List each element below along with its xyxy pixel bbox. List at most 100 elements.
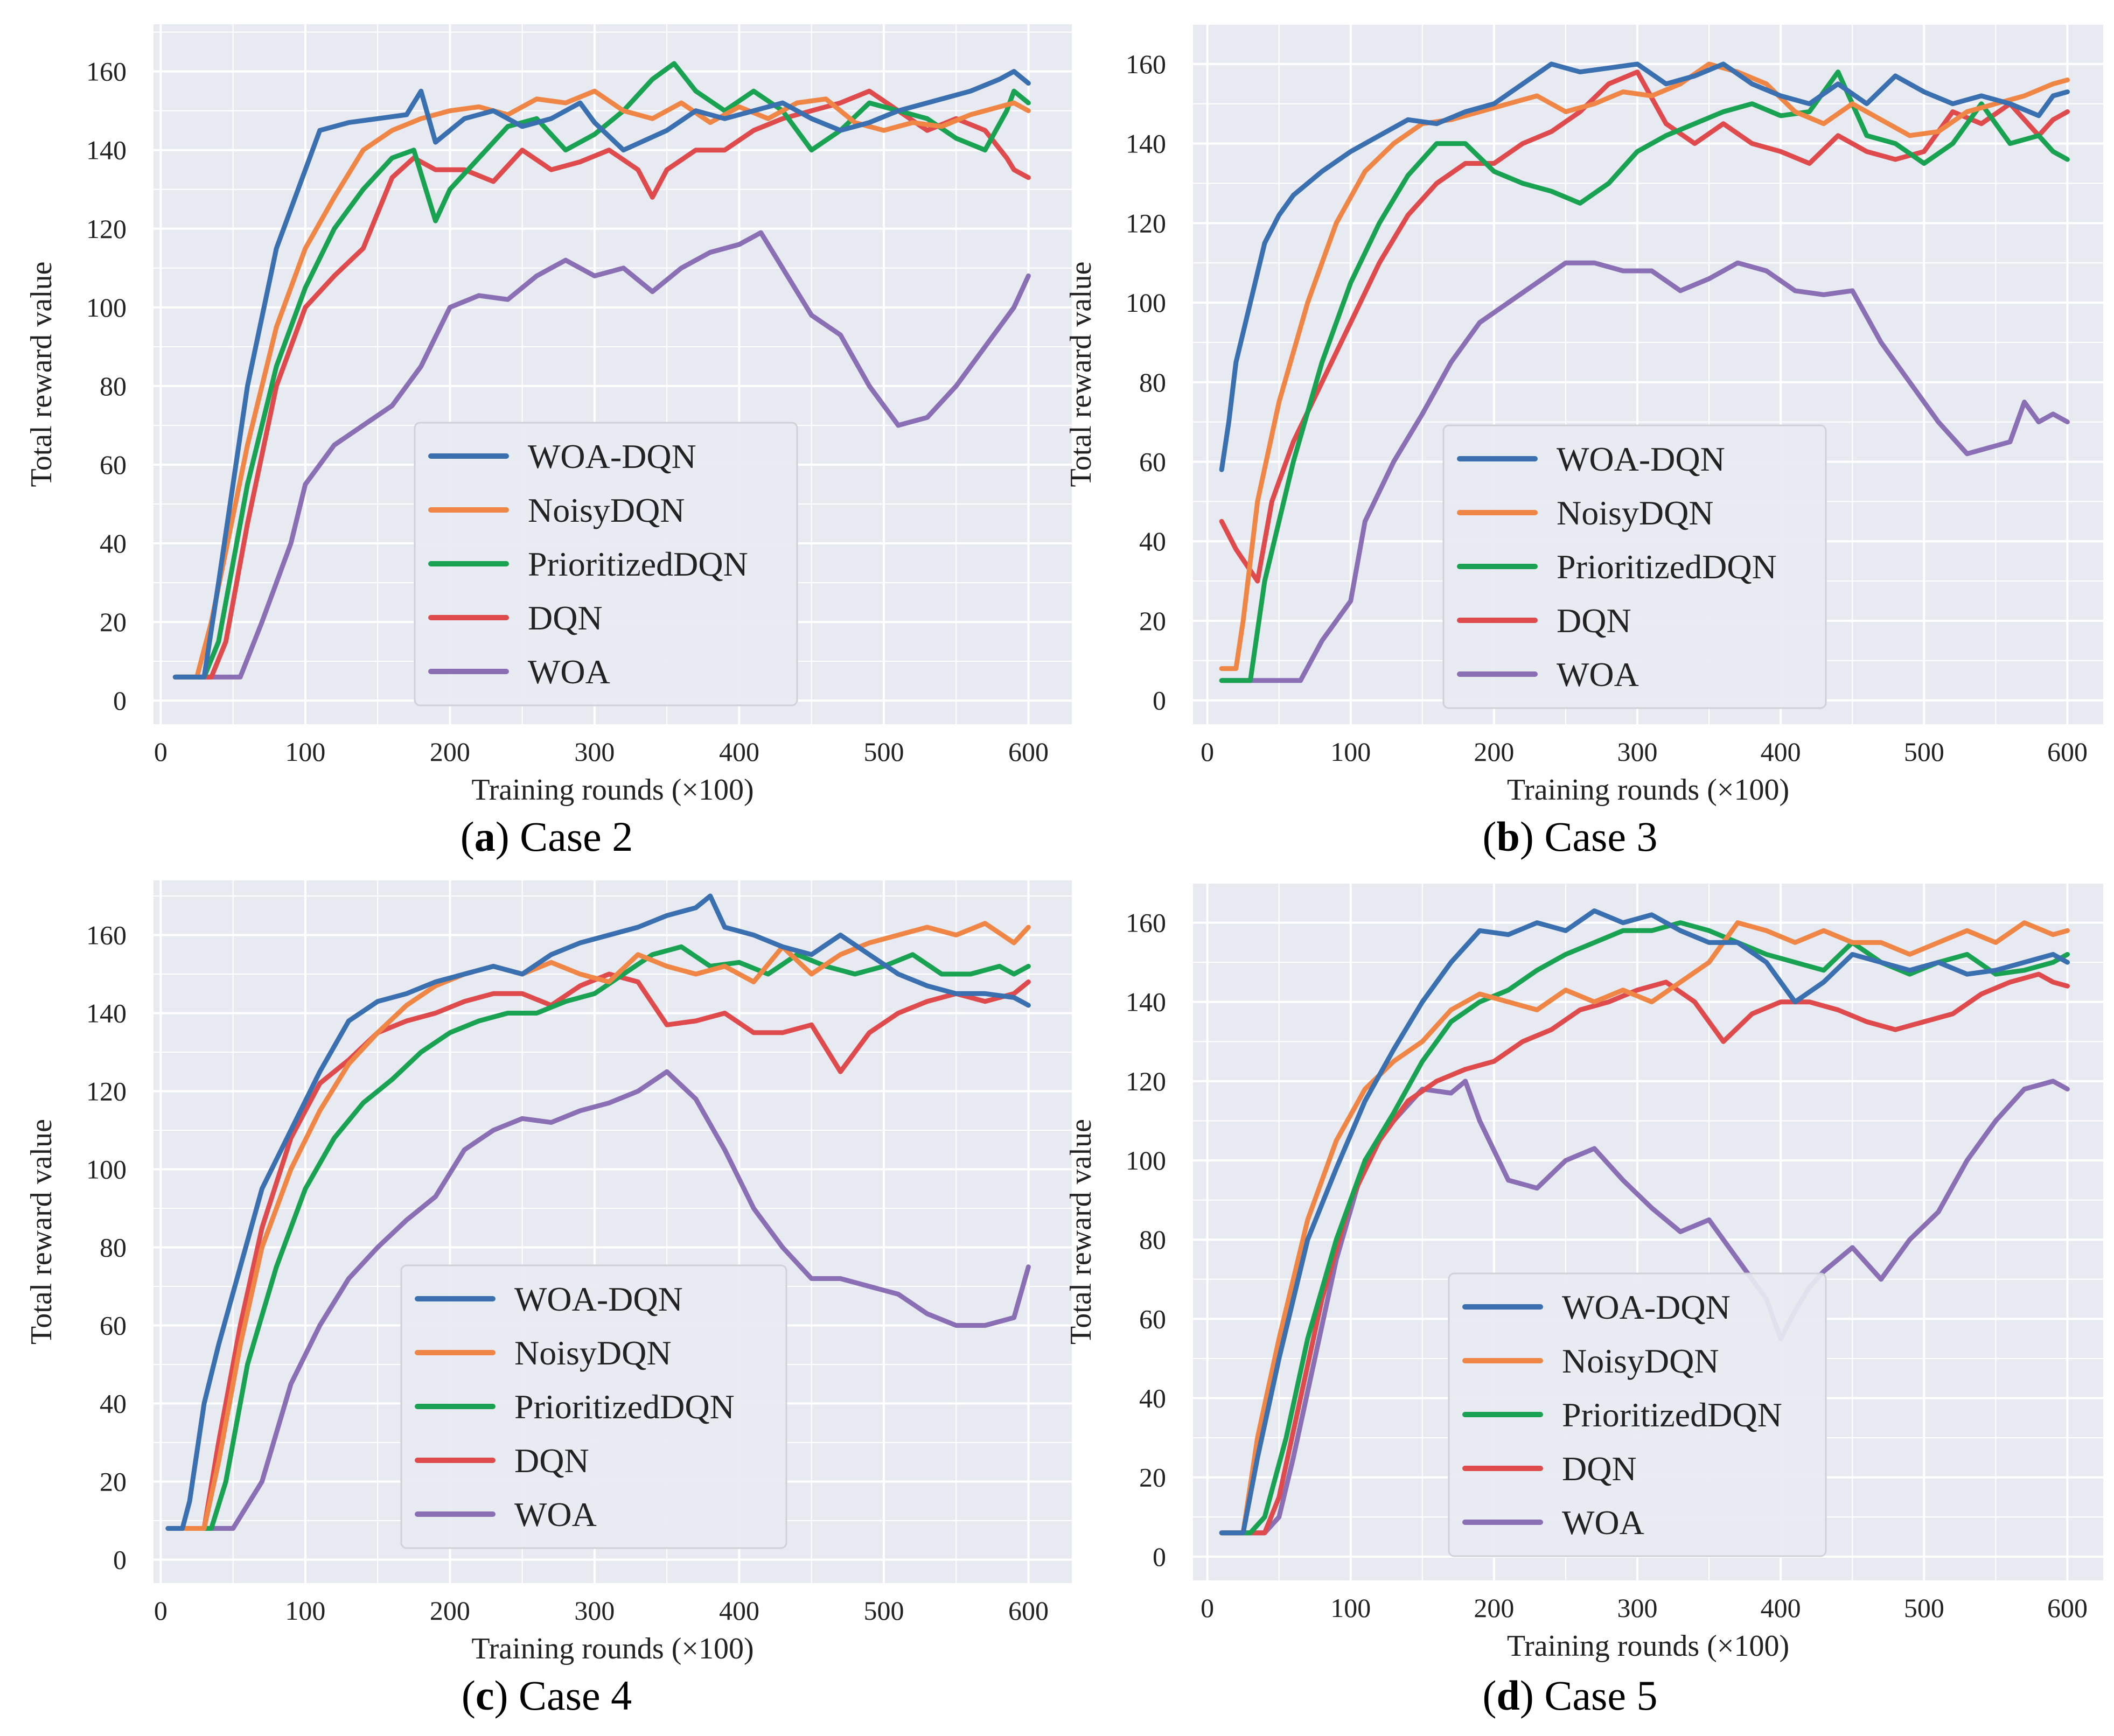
y-tick-label: 0 (113, 1545, 127, 1575)
legend-label-dqn: DQN (528, 599, 603, 637)
legend-label-prioritizeddqn: PrioritizedDQN (1562, 1396, 1782, 1434)
series-lines (1219, 61, 2070, 683)
y-axis-label: Total reward value (1064, 262, 1098, 487)
x-tick-label: 500 (863, 1595, 904, 1626)
caption-case-4: (c) Case 4 (462, 1672, 632, 1719)
legend-label-woa: WOA (1562, 1503, 1644, 1542)
x-tick-label: 100 (285, 1595, 325, 1626)
y-tick-label: 80 (100, 1233, 127, 1263)
legend-label-woa-dqn: WOA-DQN (528, 437, 696, 475)
series-line-woa (1219, 260, 2070, 683)
x-tick-label: 200 (430, 1595, 470, 1626)
legend-label-noisydqn: NoisyDQN (1562, 1342, 1719, 1380)
y-tick-label: 100 (86, 1154, 127, 1185)
x-tick-label: 600 (1008, 737, 1049, 767)
x-tick-label: 200 (1474, 1593, 1514, 1623)
series-line-dqn (1219, 69, 2070, 584)
series-line-prioritizeddqn (172, 61, 1031, 680)
x-tick-label: 400 (1761, 1593, 1801, 1623)
series-line-woa (172, 230, 1031, 680)
y-tick-label: 120 (1126, 208, 1166, 238)
caption-case-2: (a) Case 2 (461, 813, 633, 860)
x-tick-label: 400 (719, 737, 759, 767)
legend: WOA-DQN NoisyDQN PrioritizedDQN DQN WOA (1442, 424, 1827, 709)
series-line-woa (165, 1069, 1031, 1531)
legend: WOA-DQN NoisyDQN PrioritizedDQN DQN WOA (1448, 1272, 1827, 1557)
y-axis-label: Total reward value (1064, 1119, 1098, 1345)
x-tick-label: 300 (574, 1595, 615, 1626)
x-tick-label: 100 (1330, 1593, 1371, 1623)
x-tick-label: 500 (1904, 737, 1944, 767)
series-line-woa-dqn (1219, 908, 2070, 1536)
caption-case-5: (d) Case 5 (1483, 1672, 1658, 1719)
y-tick-label: 60 (100, 1311, 127, 1341)
y-tick-label: 160 (86, 920, 127, 950)
chart-case-3: (b) Case 3 0 20 40 60 80 100 120 140 160 0 100 200 3… (1064, 24, 2103, 860)
series-line-woa-dqn (1219, 61, 2070, 472)
legend-label-prioritizeddqn: PrioritizedDQN (528, 545, 748, 583)
legend-label-dqn: DQN (1562, 1450, 1637, 1488)
x-tick-label: 300 (1617, 737, 1658, 767)
y-tick-label: 100 (86, 292, 127, 323)
series-line-noisydqn (172, 88, 1031, 680)
legend-label-dqn: DQN (1557, 601, 1631, 640)
y-tick-label: 80 (1139, 367, 1166, 397)
legend-box (414, 422, 798, 706)
series-lines (165, 893, 1031, 1531)
series-line-noisydqn (1219, 61, 2070, 671)
y-tick-label: 80 (1139, 1224, 1166, 1255)
caption-case-3: (b) Case 3 (1483, 813, 1658, 860)
x-tick-label: 300 (574, 737, 615, 767)
y-tick-label: 160 (1126, 908, 1166, 938)
y-tick-label: 140 (86, 998, 127, 1028)
y-tick-label: 0 (1153, 685, 1166, 716)
y-tick-label: 100 (1126, 288, 1166, 318)
series-line-prioritizeddqn (1219, 69, 2070, 683)
y-tick-label: 20 (100, 1467, 127, 1497)
x-tick-label: 0 (154, 737, 168, 767)
y-tick-label: 20 (1139, 606, 1166, 636)
y-tick-label: 120 (86, 214, 127, 244)
x-axis-label: Training rounds (×100) (471, 1632, 753, 1665)
y-tick-label: 160 (86, 57, 127, 87)
x-tick-label: 0 (154, 1595, 168, 1626)
legend: WOA-DQN NoisyDQN PrioritizedDQN DQN WOA (414, 422, 798, 706)
legend-label-noisydqn: NoisyDQN (1557, 494, 1714, 532)
series-line-woa-dqn (172, 69, 1031, 680)
legend-label-woa: WOA (528, 653, 610, 691)
x-tick-label: 500 (1904, 1593, 1944, 1623)
legend-label-dqn: DQN (514, 1441, 589, 1480)
y-tick-label: 0 (113, 685, 127, 716)
x-tick-label: 600 (1008, 1595, 1049, 1626)
x-axis-label: Training rounds (×100) (1507, 773, 1789, 807)
y-tick-label: 160 (1126, 49, 1166, 79)
chart-case-2: (a) Case 2 0 20 40 60 80 100 120 140 160 0 100 200 3… (25, 24, 1072, 860)
series-lines (172, 61, 1031, 680)
legend-label-woa: WOA (1557, 655, 1639, 694)
chart-case-5: (d) Case 5 0 20 40 60 80 100 120 140 160 0 100 200 3… (1064, 883, 2103, 1719)
series-line-noisydqn (165, 921, 1031, 1531)
x-tick-label: 100 (1330, 737, 1371, 767)
x-tick-label: 100 (285, 737, 325, 767)
y-tick-label: 140 (1126, 987, 1166, 1017)
y-tick-label: 120 (1126, 1066, 1166, 1096)
x-tick-label: 0 (1201, 1593, 1214, 1623)
y-tick-label: 60 (100, 450, 127, 480)
legend-box (1448, 1272, 1827, 1557)
y-tick-label: 100 (1126, 1145, 1166, 1175)
y-tick-label: 40 (100, 1389, 127, 1419)
legend-label-woa: WOA (514, 1495, 597, 1534)
legend-label-prioritizeddqn: PrioritizedDQN (1557, 548, 1777, 586)
x-tick-label: 600 (2047, 1593, 2088, 1623)
legend-label-noisydqn: NoisyDQN (514, 1334, 672, 1372)
series-line-woa-dqn (165, 893, 1031, 1531)
legend-label-woa-dqn: WOA-DQN (514, 1280, 683, 1318)
y-tick-label: 120 (86, 1076, 127, 1107)
y-tick-label: 20 (1139, 1462, 1166, 1493)
x-tick-label: 400 (719, 1595, 759, 1626)
legend-label-woa-dqn: WOA-DQN (1557, 440, 1725, 478)
y-tick-label: 20 (100, 607, 127, 637)
legend-box (1442, 424, 1827, 709)
legend-label-woa-dqn: WOA-DQN (1562, 1288, 1731, 1326)
